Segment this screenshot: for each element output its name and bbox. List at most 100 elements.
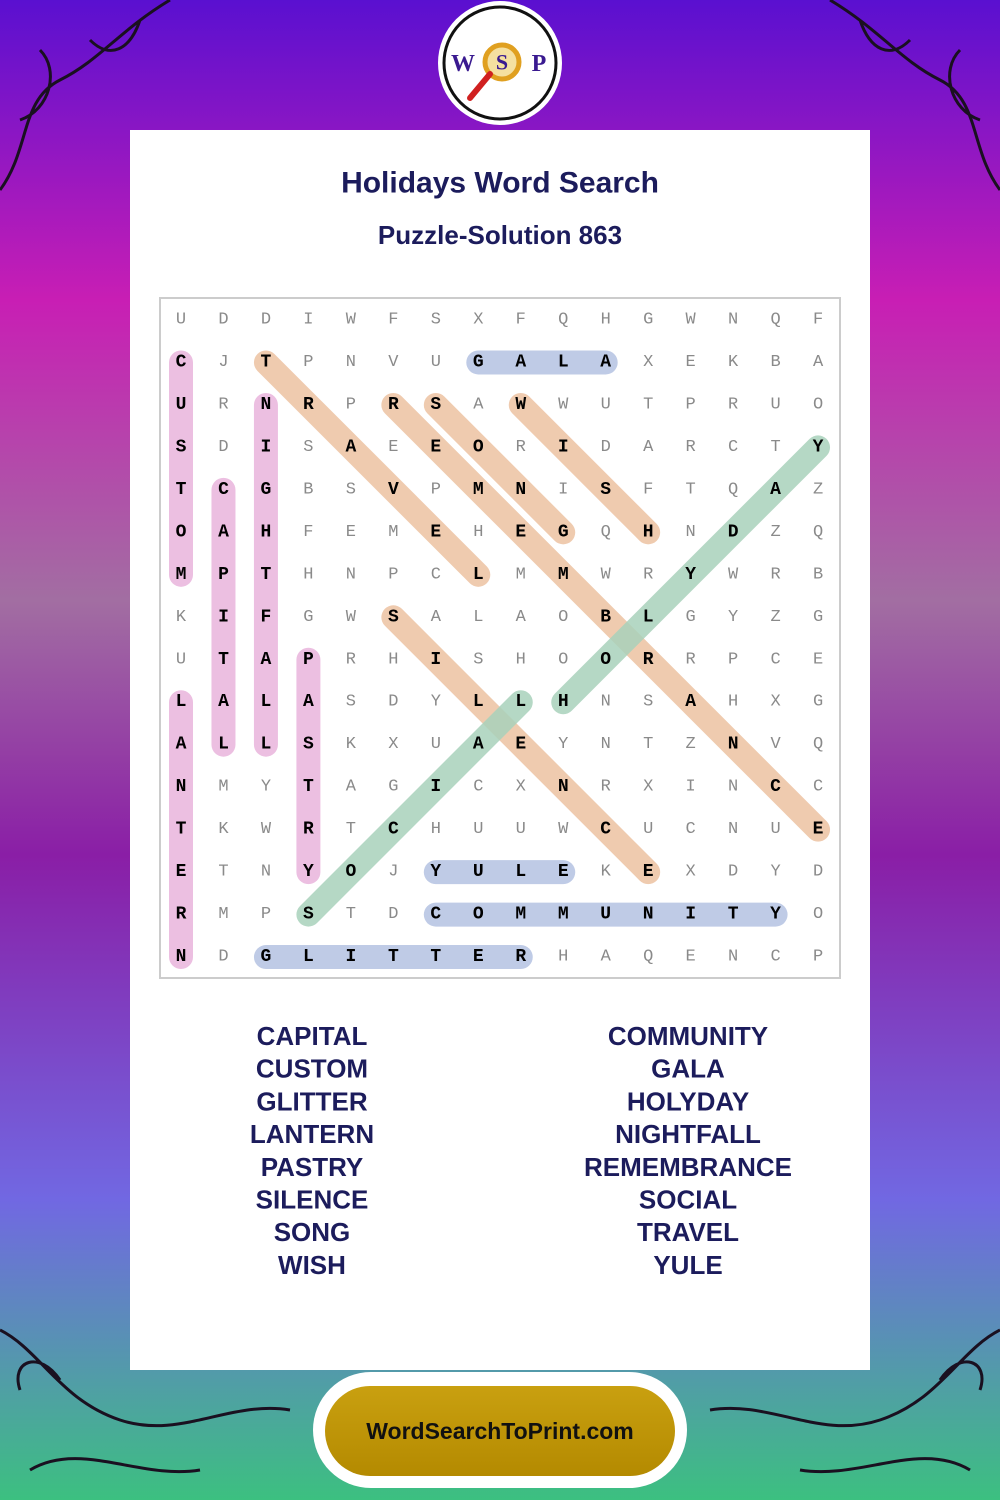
grid-letter: A [601,948,612,967]
word: CAPITAL [257,1021,368,1051]
grid-letter: X [388,735,398,754]
highlight [381,392,831,842]
grid-letter: A [685,692,696,712]
grid-letter: U [473,820,483,839]
word: LANTERN [250,1119,374,1149]
grid-letter: Y [303,862,314,882]
grid-letter: E [643,862,654,882]
word-list: CAPITALCUSTOMGLITTERLANTERNPASTRYSILENCE… [250,1021,792,1280]
grid-letter: S [473,650,483,669]
grid-letter: T [643,395,653,414]
grid-letter: P [303,353,313,372]
grid-letter: W [558,820,569,839]
grid-letter: E [686,353,696,372]
grid-letter: N [346,353,356,372]
link-text[interactable]: WordSearchToPrint.com [366,1418,634,1444]
grid-letter: R [303,820,314,840]
grid-letter: X [643,353,653,372]
grid-letter: R [643,650,654,670]
grid-letter: Y [430,862,441,882]
grid-letter: Y [813,437,824,457]
grid-letter: R [346,650,356,669]
grid-letter: X [473,311,483,330]
grid-letter: G [558,522,569,542]
grid-letter: A [176,735,187,755]
grid-letter: E [813,650,823,669]
grid-letter: Q [728,480,738,499]
grid-letter: M [218,905,228,924]
grid-letter: R [515,947,526,967]
grid-letter: G [303,608,313,627]
grid-letter: S [346,693,356,712]
grid-letter: M [516,565,526,584]
grid-letter: T [218,863,228,882]
grid-letter: G [261,480,272,500]
grid-letter: J [388,863,398,882]
link-button[interactable] [325,1386,675,1476]
grid-letter: E [686,948,696,967]
grid-letter: E [473,947,484,967]
grid-letter: P [388,565,398,584]
grid-letter: D [388,905,398,924]
grid-letter: N [176,947,187,967]
grid-letter: P [728,650,738,669]
highlight [296,690,533,927]
grid-letter: A [473,395,484,414]
grid-letter: L [176,692,187,712]
grid-letter: X [516,778,526,797]
grid-letter: L [261,735,272,755]
grid-letter: T [176,820,187,840]
logo-letter: P [532,51,547,77]
grid-letter: A [643,438,654,457]
grid-letter: R [686,438,696,457]
grid-letter: N [261,395,272,415]
word: CUSTOM [256,1054,368,1084]
grid-letter: H [558,948,568,967]
grid-letter: N [728,735,739,755]
grid-letter: K [346,735,357,754]
grid-letter: P [303,650,314,670]
grid-letter: S [303,735,314,755]
grid-letter: Y [770,863,780,882]
grid-letter: D [728,863,738,882]
grid-letter: N [601,693,611,712]
grid-letter: U [176,311,186,330]
grid-letter: A [303,692,314,712]
grid-letter: G [388,778,398,797]
grid-letter: W [515,395,526,415]
grid-letter: O [813,395,823,414]
grid-letter: H [558,692,569,712]
grid-letter: W [346,608,357,627]
grid-letter: C [600,820,611,840]
grid-letter: G [261,947,272,967]
grid-letter: I [345,947,356,967]
grid-letter: U [643,820,653,839]
grid-letter: A [515,352,526,372]
grid-letter: N [558,777,569,797]
grid-letter: R [516,438,526,457]
grid-letter: W [346,311,357,330]
grid-letter: L [261,692,272,712]
grid-letter: U [176,650,186,669]
grid-letter: E [388,438,398,457]
grid-letter: I [430,777,441,797]
grid-letter: L [473,608,483,627]
grid-letter: B [813,565,823,584]
grid-letter: F [388,311,398,330]
grid-letter: T [770,438,780,457]
grid-letter: L [643,607,654,627]
logo-letter: S [496,50,508,75]
grid-letter: N [686,523,696,542]
grid-letter: C [770,650,780,669]
grid-letter: Q [770,311,780,330]
panel [130,130,870,1370]
grid-letter: G [813,693,823,712]
grid-letter: H [261,522,272,542]
word: SOCIAL [639,1185,737,1215]
grid-letter: P [813,948,823,967]
grid-letter: A [218,692,229,712]
logo-letter: W [451,51,475,77]
grid-letter: U [600,905,611,925]
word: NIGHTFALL [615,1119,761,1149]
word: SONG [274,1217,351,1247]
